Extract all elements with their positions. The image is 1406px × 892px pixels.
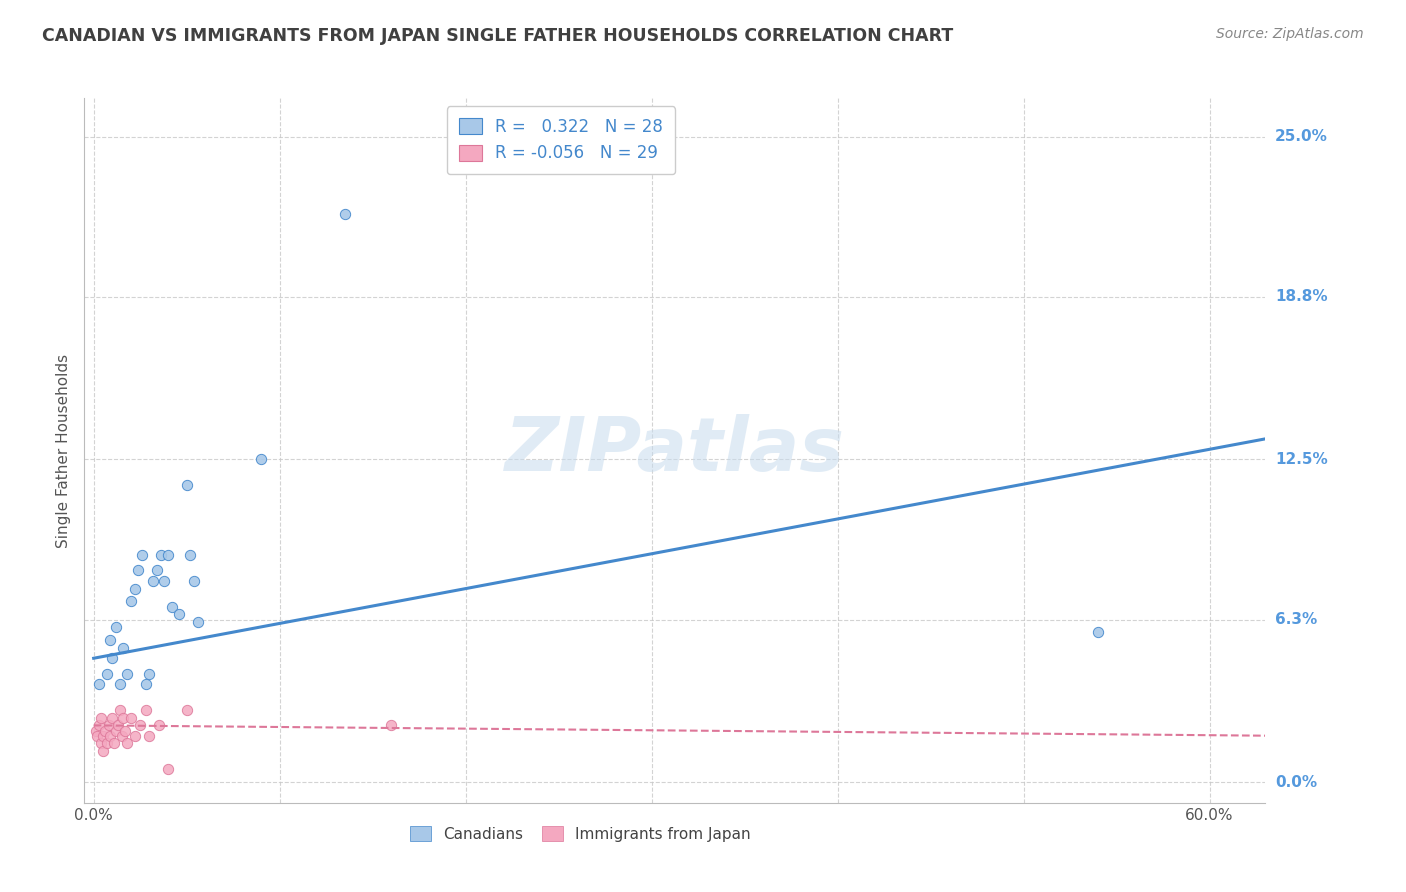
Point [97,718,120,732]
Point [127,564,149,578]
Point [100,633,122,648]
Point [138,666,160,681]
Point [167,607,190,622]
Point [114,723,136,738]
Text: 25.0%: 25.0% [1275,129,1329,145]
Point [104,620,127,634]
Point [104,723,127,738]
Point [100,729,122,743]
Point [176,478,198,492]
Point [380,718,402,732]
Point [115,666,138,681]
Point [129,718,152,732]
Point [135,677,157,691]
Point [96,666,118,681]
Point [91,729,114,743]
Point [84,723,107,738]
Point [120,711,142,725]
Point [160,599,183,614]
Point [179,548,201,562]
Point [149,548,172,562]
Text: Source: ZipAtlas.com: Source: ZipAtlas.com [1216,27,1364,41]
Point [250,452,273,467]
Point [138,729,160,743]
Point [157,548,180,562]
Point [101,651,124,665]
Point [90,736,112,750]
Point [108,703,131,717]
Point [142,574,165,588]
Point [187,615,209,629]
Point [333,207,356,221]
Text: 0.0%: 0.0% [1275,774,1317,789]
Legend: Canadians, Immigrants from Japan: Canadians, Immigrants from Japan [404,821,756,848]
Point [108,677,131,691]
Point [183,574,205,588]
Point [89,677,111,691]
Point [124,582,146,596]
Point [96,736,118,750]
Point [120,594,142,608]
Point [90,711,112,725]
Point [112,640,135,655]
Text: ZIPatlas: ZIPatlas [505,414,845,487]
Point [153,574,176,588]
Point [94,723,117,738]
Point [103,736,125,750]
Text: 6.3%: 6.3% [1275,612,1317,627]
Point [124,729,146,743]
Point [91,744,114,758]
Point [101,711,124,725]
Point [89,718,111,732]
Point [115,736,138,750]
Point [176,703,198,717]
Point [1087,625,1109,640]
Point [148,718,170,732]
Point [135,703,157,717]
Point [107,718,129,732]
Text: CANADIAN VS IMMIGRANTS FROM JAPAN SINGLE FATHER HOUSEHOLDS CORRELATION CHART: CANADIAN VS IMMIGRANTS FROM JAPAN SINGLE… [42,27,953,45]
Point [146,564,169,578]
Point [110,729,132,743]
Text: 12.5%: 12.5% [1275,452,1327,467]
Point [157,762,180,776]
Point [131,548,153,562]
Text: 18.8%: 18.8% [1275,289,1327,304]
Point [112,711,135,725]
Point [86,729,108,743]
Y-axis label: Single Father Households: Single Father Households [56,353,72,548]
